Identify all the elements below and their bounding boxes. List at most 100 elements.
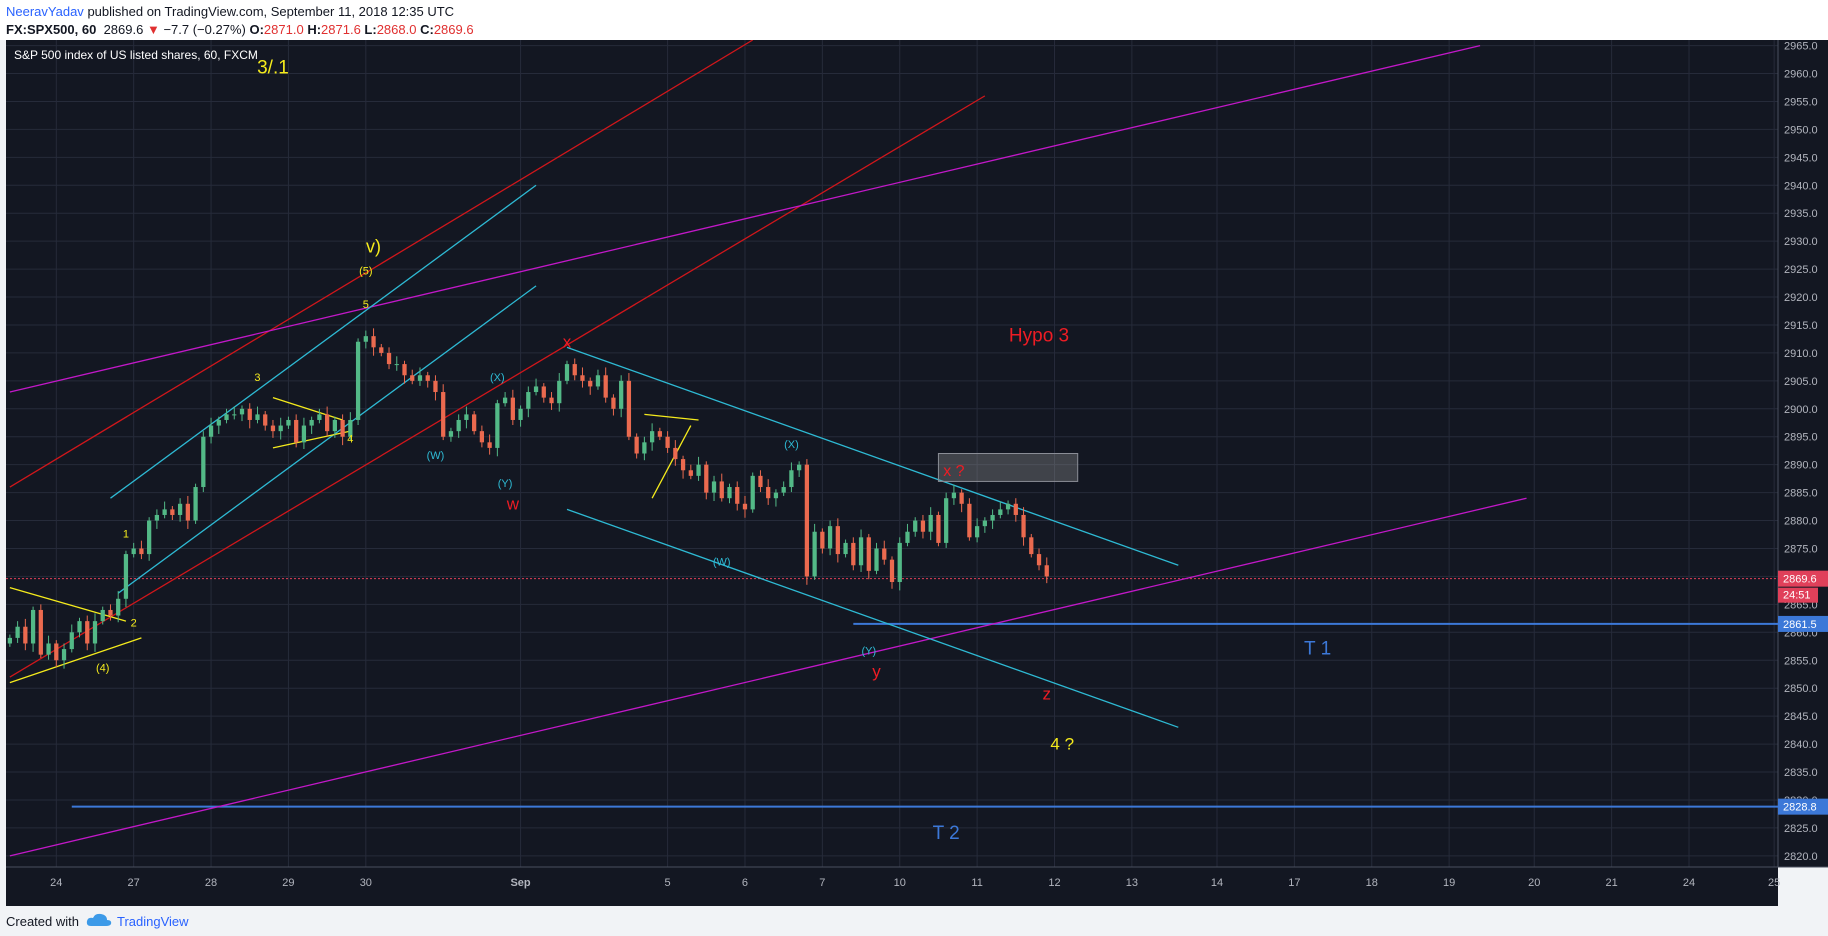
- y-tick-label: 2840.0: [1784, 739, 1818, 751]
- candle-body: [441, 392, 446, 437]
- high-value: 2871.6: [321, 22, 361, 37]
- wave-label: (Y): [861, 646, 876, 658]
- price-axis[interactable]: 2820.02825.02830.02835.02840.02845.02850…: [1777, 40, 1828, 867]
- open-label: O:: [249, 22, 264, 37]
- candle-body: [201, 436, 206, 488]
- candle-body: [100, 609, 105, 622]
- price-change: −7.7 (−0.27%): [163, 22, 246, 37]
- author-link[interactable]: NeeravYadav: [6, 4, 84, 19]
- wave-label: v): [366, 236, 381, 256]
- wave-label: 3: [254, 372, 260, 384]
- candle-body: [92, 621, 98, 644]
- wave-label: 4: [347, 433, 353, 445]
- y-tick-label: 2855.0: [1784, 655, 1818, 667]
- candle-body: [595, 375, 601, 387]
- y-tick-label: 2940.0: [1784, 180, 1818, 192]
- candle-body: [951, 492, 957, 499]
- y-tick-label: 2950.0: [1784, 124, 1818, 136]
- level-value-t1: 2861.5: [1783, 619, 1817, 631]
- candle-body: [619, 380, 624, 409]
- price-chart[interactable]: 2820.02825.02830.02835.02840.02845.02850…: [0, 40, 1828, 906]
- candle-body: [858, 537, 864, 566]
- x-tick-label: 17: [1288, 877, 1300, 889]
- candle-body: [889, 559, 895, 583]
- candle-body: [1036, 554, 1042, 566]
- candle-body: [495, 403, 500, 448]
- wave-label: (X): [490, 372, 505, 384]
- candle-body: [990, 514, 995, 521]
- candle-body: [704, 464, 709, 493]
- candle-body: [557, 380, 562, 404]
- candle-body: [85, 621, 90, 644]
- drawings: [6, 40, 1778, 857]
- red-trend-line: [9, 40, 754, 488]
- y-tick-label: 2965.0: [1784, 41, 1818, 53]
- candle-body: [665, 436, 670, 448]
- y-tick-label: 2850.0: [1784, 683, 1818, 695]
- candle-body: [355, 341, 361, 420]
- publish-line: NeeravYadav published on TradingView.com…: [6, 4, 454, 19]
- candle-body: [696, 464, 701, 476]
- x-tick-label: 14: [1211, 877, 1223, 889]
- candle-body: [317, 414, 322, 420]
- y-tick-label: 2915.0: [1784, 320, 1818, 332]
- y-tick-label: 2895.0: [1784, 432, 1818, 444]
- tradingview-brand[interactable]: TradingView: [117, 914, 189, 929]
- magenta-trend-line: [9, 497, 1527, 857]
- candle-body: [54, 643, 59, 661]
- candle-body: [309, 419, 314, 426]
- close-label: C:: [420, 22, 434, 37]
- candle-body: [147, 520, 152, 555]
- cyan-trend-line: [117, 285, 537, 594]
- close-value: 2869.6: [433, 22, 474, 37]
- candle-body: [255, 414, 260, 420]
- open-value: 2871.0: [263, 22, 304, 37]
- cyan-trend-line: [566, 508, 1179, 728]
- x-tick-label: 19: [1443, 877, 1455, 889]
- candle-body: [882, 548, 887, 560]
- candle-body: [750, 475, 755, 510]
- wave-label: (W): [713, 556, 731, 568]
- y-tick-label: 2910.0: [1784, 348, 1818, 360]
- candle-body: [649, 431, 655, 443]
- candle-body: [1013, 503, 1018, 515]
- wave-label: T 1: [1304, 639, 1331, 660]
- candle-body: [766, 487, 771, 499]
- x-tick-label: 28: [205, 877, 217, 889]
- candle-body: [69, 632, 74, 650]
- candle-body: [386, 352, 392, 365]
- plot-area[interactable]: [6, 40, 1778, 867]
- yellow-trend-line: [644, 413, 699, 421]
- candle-body: [711, 481, 717, 493]
- y-tick-label: 2875.0: [1784, 543, 1818, 555]
- candle-body: [789, 470, 794, 488]
- wave-label: T 2: [933, 823, 960, 844]
- candle-body: [526, 392, 531, 409]
- candle-body: [332, 419, 337, 432]
- yellow-trend-line: [651, 425, 692, 499]
- candle-body: [897, 542, 902, 583]
- level-value-t2: 2828.8: [1783, 802, 1817, 814]
- candle-body: [572, 364, 577, 376]
- y-tick-label: 2945.0: [1784, 152, 1818, 164]
- y-tick-label: 2900.0: [1784, 404, 1818, 416]
- wave-label: x: [563, 332, 572, 351]
- y-tick-label: 2835.0: [1784, 767, 1818, 779]
- candle-body: [425, 375, 430, 381]
- time-axis[interactable]: 24 27 28 29 30 Sep 5 6 7 10 11 12 13 14 17 18 19 20 21 24 25: [6, 866, 1828, 906]
- candle-body: [402, 364, 407, 376]
- candle-body: [820, 531, 825, 549]
- down-arrow-icon: ▼: [146, 22, 160, 37]
- x-tick-label: 10: [894, 877, 906, 889]
- last-price: 2869.6: [103, 22, 144, 37]
- y-tick-label: 2845.0: [1784, 711, 1818, 723]
- candle-body: [835, 526, 840, 555]
- candle-body: [371, 336, 376, 348]
- last-price-value: 2869.6: [1783, 574, 1817, 586]
- y-tick-label: 2905.0: [1784, 376, 1818, 388]
- wave-label: 5: [363, 299, 369, 311]
- candle-body: [363, 336, 368, 342]
- candle-body: [843, 542, 848, 555]
- candle-body: [827, 526, 833, 549]
- y-tick-label: 2960.0: [1784, 69, 1818, 81]
